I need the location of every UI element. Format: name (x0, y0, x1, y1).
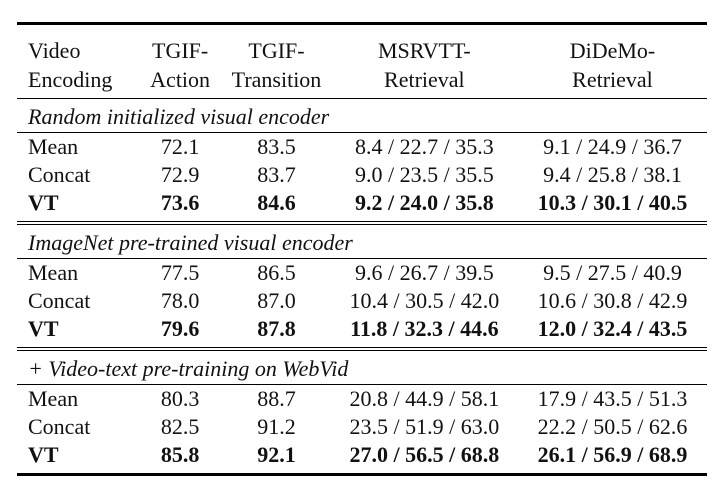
method-cell: Concat (28, 288, 91, 313)
didemo-cell: 9.5 / 27.5 / 40.9 (517, 258, 707, 287)
didemo-cell: 22.2 / 50.5 / 62.6 (537, 414, 688, 439)
tgif-transition-cell: 92.1 (222, 441, 331, 476)
method-cell: Mean (17, 132, 139, 161)
section-header-row: ImageNet pre-trained visual encoder (17, 221, 707, 259)
table-row: Mean 72.1 83.5 8.4 / 22.7 / 35.3 9.1 / 24.9 … (17, 132, 707, 161)
tgif-transition-cell: 83.5 (222, 132, 331, 161)
method-cell: VT (28, 316, 59, 341)
section-header-row: Random initialized visual encoder (17, 98, 707, 133)
header-row-1: Video TGIF- TGIF- MSRVTT- DiDeMo- (17, 22, 707, 65)
tgif-transition-cell: 84.6 (257, 190, 296, 215)
tgif-action-cell: 78.0 (160, 288, 200, 313)
didemo-cell: 17.9 / 43.5 / 51.3 (517, 384, 707, 413)
table-row: Mean 77.5 86.5 9.6 / 26.7 / 39.5 9.5 / 27.5 … (17, 258, 707, 287)
msrvtt-cell: 9.2 / 24.0 / 35.8 (354, 190, 494, 215)
msrvtt-cell: 8.4 / 22.7 / 35.3 (330, 132, 518, 161)
tgif-transition-cell: 87.8 (257, 316, 296, 341)
tgif-action-cell: 79.6 (160, 316, 200, 341)
table-row: VT 73.6 84.6 9.2 / 24.0 / 35.8 10.3 / 30.1 /… (17, 189, 707, 223)
didemo-cell: 9.4 / 25.8 / 38.1 (543, 162, 682, 187)
didemo-cell: 10.6 / 30.8 / 42.9 (537, 288, 688, 313)
didemo-cell: 9.1 / 24.9 / 36.7 (517, 132, 707, 161)
method-cell: Concat (28, 414, 91, 439)
table-row: Concat 72.9 83.7 9.0 / 23.5 / 35.5 9.4 / 25.… (17, 161, 707, 189)
msrvtt-cell: 10.4 / 30.5 / 42.0 (349, 288, 500, 313)
section-header-row: + Video-text pre-training on WebVid (17, 347, 707, 385)
tgif-transition-cell: 88.7 (222, 384, 331, 413)
section-title: + Video-text pre-training on WebVid (17, 347, 707, 385)
header-action: Action (150, 67, 211, 92)
msrvtt-cell: 20.8 / 44.9 / 58.1 (330, 384, 518, 413)
section-title: Random initialized visual encoder (17, 98, 707, 133)
msrvtt-cell: 27.0 / 56.5 / 68.8 (330, 441, 518, 476)
table-body: Random initialized visual encoder Mean 72.… (17, 98, 707, 476)
didemo-cell: 12.0 / 32.4 / 43.5 (537, 316, 688, 341)
tgif-action-cell: 80.3 (138, 384, 223, 413)
msrvtt-cell: 23.5 / 51.9 / 63.0 (349, 414, 500, 439)
header-encoding: Encoding (28, 67, 113, 92)
method-cell: Mean (17, 258, 139, 287)
header-didemo-retrieval: Retrieval (572, 67, 653, 92)
method-cell: VT (17, 441, 139, 476)
msrvtt-cell: 9.0 / 23.5 / 35.5 (354, 162, 494, 187)
header-tgif-action: TGIF- (138, 22, 223, 65)
table-row: Mean 80.3 88.7 20.8 / 44.9 / 58.1 17.9 / 43.… (17, 384, 707, 413)
didemo-cell: 26.1 / 56.9 / 68.9 (517, 441, 707, 476)
table-row: VT 85.8 92.1 27.0 / 56.5 / 68.8 26.1 / 56.9 … (17, 441, 707, 476)
header-didemo: DiDeMo- (517, 22, 707, 65)
method-cell: VT (28, 190, 59, 215)
results-table: Video TGIF- TGIF- MSRVTT- DiDeMo- Encodi… (17, 22, 707, 476)
tgif-transition-cell: 87.0 (257, 288, 296, 313)
header-row-2: Encoding Action Transition Retrieval Ret… (17, 65, 707, 99)
tgif-action-cell: 72.1 (138, 132, 223, 161)
table-row: VT 79.6 87.8 11.8 / 32.3 / 44.6 12.0 / 32.4 … (17, 315, 707, 349)
tgif-action-cell: 82.5 (160, 414, 200, 439)
header-msrvtt: MSRVTT- (330, 22, 518, 65)
table-row: Concat 78.0 87.0 10.4 / 30.5 / 42.0 10.6 / 3… (17, 287, 707, 315)
tgif-action-cell: 85.8 (138, 441, 223, 476)
msrvtt-cell: 11.8 / 32.3 / 44.6 (350, 316, 499, 341)
section-title: ImageNet pre-trained visual encoder (17, 221, 707, 259)
tgif-transition-cell: 83.7 (257, 162, 296, 187)
header-video: Video (17, 22, 139, 65)
tgif-transition-cell: 86.5 (222, 258, 331, 287)
header-transition: Transition (231, 67, 322, 92)
table-row: Concat 82.5 91.2 23.5 / 51.9 / 63.0 22.2 / 5… (17, 413, 707, 441)
tgif-action-cell: 77.5 (138, 258, 223, 287)
header-msrvtt-retrieval: Retrieval (384, 67, 465, 92)
header-tgif-transition: TGIF- (222, 22, 331, 65)
msrvtt-cell: 9.6 / 26.7 / 39.5 (330, 258, 518, 287)
didemo-cell: 10.3 / 30.1 / 40.5 (537, 190, 688, 215)
tgif-action-cell: 72.9 (160, 162, 200, 187)
method-cell: Concat (28, 162, 91, 187)
tgif-action-cell: 73.6 (160, 190, 200, 215)
tgif-transition-cell: 91.2 (257, 414, 296, 439)
method-cell: Mean (17, 384, 139, 413)
